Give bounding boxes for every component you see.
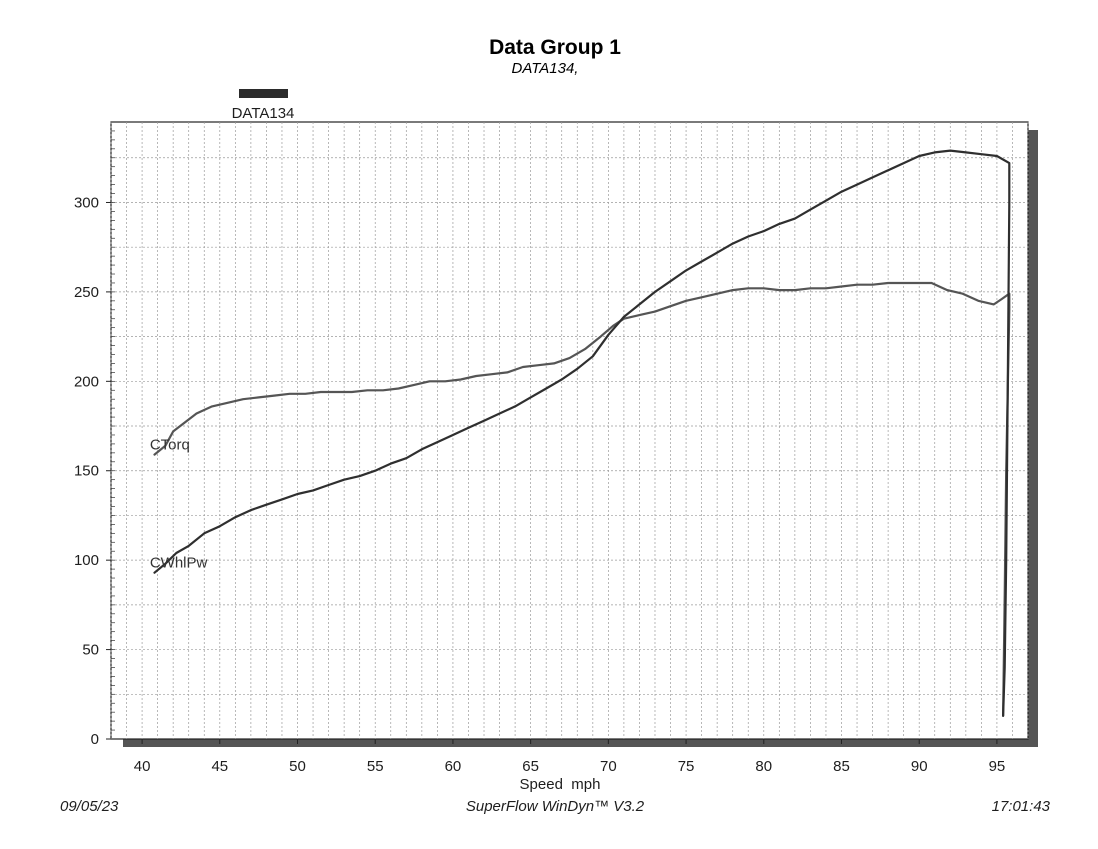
x-tick-labels: 40 45 50 55 60 65 70 75 80 85 90 95: [134, 739, 1006, 775]
series-label-cwhlpw: CWhlPw: [150, 554, 208, 571]
y-tick-label: 250: [74, 284, 99, 301]
series-label-ctorq: CTorq: [150, 436, 190, 453]
chart-title: Data Group 1: [489, 36, 621, 59]
footer-software: SuperFlow WinDyn™ V3.2: [466, 798, 645, 815]
x-tick-label: 90: [911, 758, 928, 775]
y-tick-label: 0: [91, 731, 99, 748]
x-tick-label: 85: [833, 758, 850, 775]
y-tick-label: 100: [74, 552, 99, 569]
legend-label: DATA134: [232, 105, 295, 122]
x-tick-label: 75: [678, 758, 695, 775]
y-tick-label: 150: [74, 463, 99, 480]
y-tick-label: 50: [82, 642, 99, 659]
y-tick-label: 300: [74, 194, 99, 211]
chart-subtitle: DATA134,: [512, 60, 579, 77]
grid: [110, 122, 1029, 739]
footer-date: 09/05/23: [60, 798, 119, 815]
x-axis-label: Speed mph: [520, 776, 601, 793]
footer-time: 17:01:43: [992, 798, 1051, 815]
y-tick-labels: 0 50 100 150 200 250 300: [74, 194, 111, 748]
x-tick-label: 60: [445, 758, 462, 775]
x-tick-label: 40: [134, 758, 151, 775]
series-line-cwhlpw: [153, 149, 1011, 717]
x-tick-label: 50: [289, 758, 306, 775]
x-tick-label: 95: [989, 758, 1006, 775]
x-tick-label: 70: [600, 758, 617, 775]
x-tick-label: 65: [522, 758, 539, 775]
series-layer: [153, 149, 1011, 717]
x-tick-label: 55: [367, 758, 384, 775]
series-line-ctorq: [153, 281, 1011, 717]
legend-swatch: [239, 89, 288, 98]
plot-area: [110, 121, 1029, 740]
x-tick-label: 80: [755, 758, 772, 775]
x-tick-label: 45: [211, 758, 228, 775]
y-tick-label: 200: [74, 373, 99, 390]
annotation-layer: CTorq CWhlPw: [150, 436, 208, 571]
